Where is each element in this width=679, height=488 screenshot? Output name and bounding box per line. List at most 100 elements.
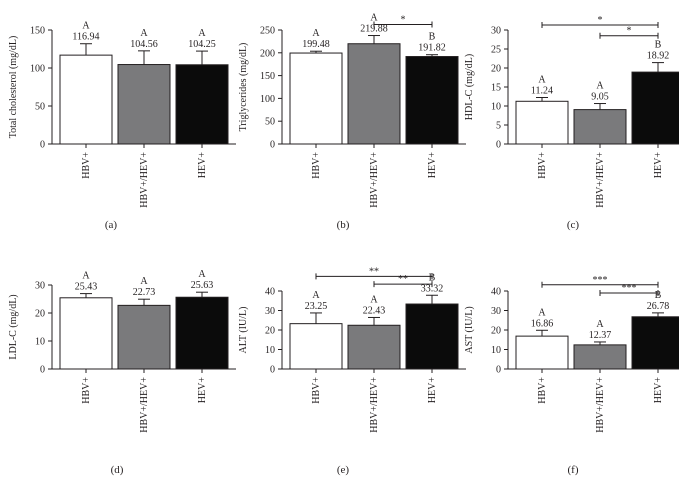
y-tick-label: 0: [270, 140, 275, 151]
x-tick-label: HBV+/HEV+: [595, 152, 606, 208]
y-tick-label: 20: [35, 309, 45, 320]
bar-HEV+: [405, 303, 459, 370]
y-tick-label: 150: [260, 71, 275, 82]
significance-label: *: [627, 26, 632, 37]
x-tick-label: HEV+: [427, 377, 438, 404]
y-tick-label: 30: [491, 26, 501, 37]
group-letter: A: [370, 294, 378, 305]
data-label: 22.73: [133, 287, 156, 298]
significance-label: ***: [622, 283, 637, 294]
y-axis-label: ALT (IU/L): [238, 307, 249, 354]
bar-HBV+: [515, 335, 569, 370]
x-tick-label: HBV+/HEV+: [139, 377, 150, 433]
data-label: 26.78: [647, 301, 670, 312]
data-label: 25.43: [75, 282, 98, 293]
group-letter: A: [312, 28, 320, 39]
y-axis-label: HDL-C (mg/dL): [464, 54, 475, 120]
y-tick-label: 30: [265, 306, 275, 317]
y-tick-label: 250: [260, 26, 275, 37]
y-tick-label: 200: [260, 48, 275, 59]
data-label: 104.25: [188, 39, 216, 50]
x-tick-label: HBV+/HEV+: [139, 152, 150, 208]
bar-HBV+/HEV+: [117, 304, 171, 370]
y-tick-label: 20: [265, 326, 275, 337]
group-letter: A: [140, 276, 148, 287]
group-letter: A: [82, 21, 90, 32]
x-tick-label: HBV+/HEV+: [369, 377, 380, 433]
y-axis-label: LDL-C (mg/dL): [8, 294, 19, 359]
panel-label: (e): [337, 464, 350, 476]
y-tick-label: 25: [491, 45, 501, 56]
y-tick-label: 10: [35, 337, 45, 348]
x-tick-label: HBV+: [311, 152, 322, 179]
bar-HBV+: [515, 100, 569, 145]
bar-HEV+: [631, 71, 679, 145]
panel-label: (f): [568, 464, 579, 476]
y-tick-label: 100: [30, 64, 45, 75]
y-tick-label: 0: [496, 140, 501, 151]
x-tick-label: HBV+: [537, 152, 548, 179]
group-letter: A: [82, 271, 90, 282]
panel-label: (d): [111, 464, 124, 476]
y-tick-label: 100: [260, 94, 275, 105]
group-letter: B: [655, 40, 662, 51]
y-tick-label: 20: [491, 64, 501, 75]
group-letter: A: [596, 81, 604, 92]
data-label: 104.56: [130, 39, 158, 50]
x-tick-label: HBV+: [311, 377, 322, 404]
y-axis-label: Total cholesterol (mg/dL): [8, 36, 19, 139]
panel-b: 0 50 100 150 200 250 Triglycerides (mg/dL) 199.…: [238, 13, 466, 231]
data-label: 11.24: [531, 85, 553, 96]
bar-HEV+: [631, 316, 679, 370]
y-tick-label: 30: [491, 306, 501, 317]
y-tick-label: 10: [491, 102, 501, 113]
x-tick-label: HBV+: [537, 377, 548, 404]
y-tick-label: 0: [40, 140, 45, 151]
x-tick-label: HBV+: [81, 377, 92, 404]
data-label: 12.37: [589, 330, 612, 341]
group-letter: A: [312, 290, 320, 301]
significance-label: **: [369, 266, 379, 277]
x-tick-label: HEV+: [197, 377, 208, 404]
significance-label: *: [598, 15, 603, 26]
bar-HBV+/HEV+: [347, 43, 401, 145]
y-axis-label: AST (IU/L): [464, 306, 475, 353]
data-label: 9.05: [591, 92, 609, 103]
y-tick-label: 0: [40, 365, 45, 376]
panel-label: (a): [105, 219, 118, 231]
data-label: 23.25: [305, 301, 328, 312]
group-letter: A: [198, 28, 206, 39]
data-label: 33.32: [421, 283, 444, 294]
x-tick-label: HEV+: [427, 152, 438, 179]
x-tick-label: HBV+/HEV+: [595, 377, 606, 433]
y-tick-label: 40: [491, 287, 501, 298]
bar-HEV+: [175, 64, 229, 145]
y-tick-label: 40: [265, 287, 275, 298]
group-letter: A: [596, 319, 604, 330]
data-label: 18.92: [647, 51, 670, 62]
y-tick-label: 0: [270, 365, 275, 376]
group-letter: A: [370, 13, 378, 24]
data-label: 219.88: [360, 24, 388, 35]
y-tick-label: 30: [35, 281, 45, 292]
group-letter: A: [538, 74, 546, 85]
panel-a: 0 50 100 150 Total cholesterol (mg/dL) 116.94…: [8, 21, 236, 231]
bar-HBV+: [59, 297, 113, 370]
bar-HBV+: [289, 52, 343, 145]
y-tick-label: 10: [491, 345, 501, 356]
y-tick-label: 150: [30, 26, 45, 37]
bar-HEV+: [175, 296, 229, 370]
bar-HBV+/HEV+: [573, 344, 627, 370]
x-tick-label: HBV+: [81, 152, 92, 179]
bar-HBV+/HEV+: [347, 324, 401, 370]
bar-HBV+/HEV+: [573, 109, 627, 145]
bar-HBV+/HEV+: [117, 64, 171, 145]
data-label: 199.48: [302, 39, 330, 50]
bar-HEV+: [405, 56, 459, 145]
group-letter: A: [538, 307, 546, 318]
panel-label: (b): [337, 219, 350, 231]
